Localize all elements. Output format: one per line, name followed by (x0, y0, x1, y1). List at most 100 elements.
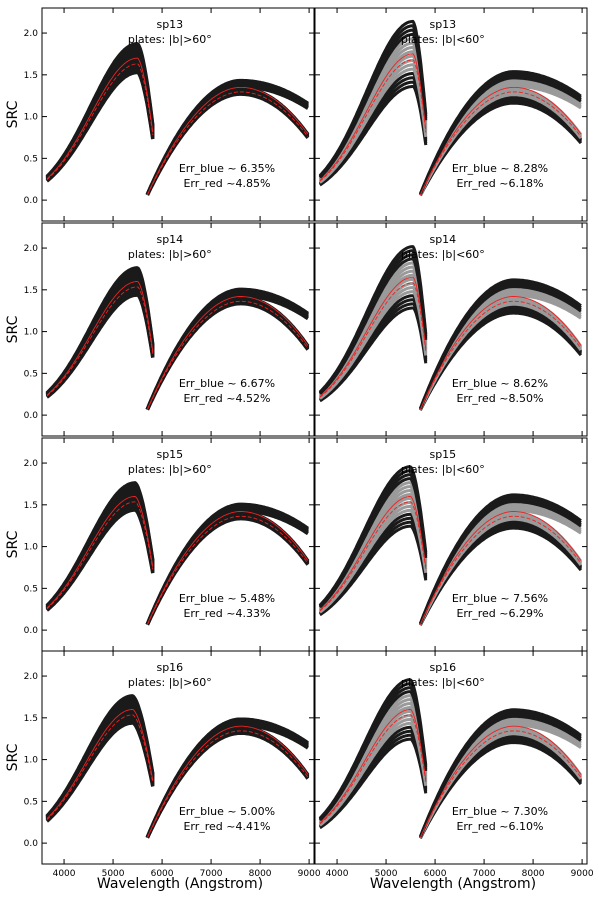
red-curve (418, 278, 582, 410)
fit-curve-red (419, 511, 582, 625)
panel-sp14-high-b: 0.0 0.5 1.0 1.5 2.0 sp14 plates: |b|>60° Err_bl… (5, 222, 315, 437)
fit-curve-red (419, 725, 582, 838)
red-curve (418, 493, 582, 625)
panel-frame (314, 650, 588, 865)
fit-curve-blue (46, 286, 154, 397)
panel-subtitle: plates: |b|<60° (401, 463, 485, 476)
y-tick-label: 0.0 (24, 839, 39, 849)
panel-subtitle: plates: |b|>60° (128, 463, 212, 476)
fit-curve-red (146, 730, 309, 838)
y-axis-label: SRC (5, 100, 21, 128)
fit-curve-blue (319, 53, 427, 181)
err-blue-label: Err_blue ~ 5.48% (179, 592, 275, 605)
red-curve (419, 70, 582, 195)
panel-title: sp15 (156, 448, 183, 461)
fit-curve-red (146, 515, 309, 625)
err-red-label: Err_red ~4.33% (183, 607, 270, 620)
fit-curve-blue (46, 496, 154, 609)
curve-bundle (45, 694, 310, 839)
blue-curve (45, 42, 155, 178)
panels-layer: 0.0 0.5 1.0 1.5 2.0 sp13 plates: |b|>60° Err_bl… (5, 7, 594, 879)
y-tick-label: 2.0 (24, 29, 39, 39)
fit-curve-red (146, 91, 309, 196)
blue-curve (45, 266, 155, 395)
y-tick-label: 0.0 (24, 196, 39, 206)
x-tick-label: 9000 (298, 869, 321, 879)
panel-frame (41, 222, 315, 437)
y-tick-label: 1.0 (24, 328, 39, 338)
err-blue-label: Err_blue ~ 7.56% (452, 592, 548, 605)
curve-bundle (318, 245, 583, 411)
curve-bundle (45, 42, 310, 196)
fit-curve-blue (46, 714, 154, 821)
err-red-label: Err_red ~6.29% (456, 607, 543, 620)
panel-frame (41, 7, 315, 222)
panel-frame (314, 7, 588, 222)
blue-curve (318, 19, 428, 177)
red-curve (145, 287, 309, 410)
panel-subtitle: plates: |b|<60° (401, 676, 485, 689)
curve-bundle (318, 19, 583, 197)
fit-curve-red (146, 86, 309, 195)
fit-curve-red (146, 511, 309, 625)
red-curve (145, 502, 309, 625)
err-red-label: Err_red ~8.50% (456, 392, 543, 405)
panel-title: sp15 (429, 448, 456, 461)
blue-curve (45, 694, 155, 818)
fit-curve-red (419, 730, 582, 838)
panel-title: sp14 (156, 233, 183, 246)
y-tick-label: 1.0 (24, 113, 39, 123)
err-red-label: Err_red ~4.52% (183, 392, 270, 405)
y-tick-label: 1.5 (24, 286, 38, 296)
panel-subtitle: plates: |b|<60° (401, 248, 485, 261)
err-blue-label: Err_blue ~ 6.35% (179, 162, 275, 175)
err-blue-label: Err_blue ~ 8.28% (452, 162, 548, 175)
blue-curve (318, 245, 428, 394)
y-tick-label: 0.5 (24, 797, 38, 807)
y-tick-label: 1.5 (24, 501, 38, 511)
fit-curve-red (419, 515, 582, 625)
panel-sp15-low-b: sp15 plates: |b|<60° Err_blue ~ 7.56% Err_r… (314, 437, 588, 652)
y-tick-label: 0.5 (24, 369, 38, 379)
x-tick-label: 4000 (53, 869, 76, 879)
y-tick-label: 0.0 (24, 626, 39, 636)
y-axis-label: SRC (5, 743, 21, 771)
panel-sp15-high-b: 0.0 0.5 1.0 1.5 2.0 sp15 plates: |b|>60° Err_bl… (5, 437, 315, 652)
x-tick-label: 6000 (151, 869, 174, 879)
y-tick-label: 1.5 (24, 71, 38, 81)
panel-title: sp16 (429, 661, 456, 674)
blue-curve (45, 481, 155, 607)
panel-subtitle: plates: |b|>60° (128, 33, 212, 46)
curve-bundle (45, 481, 310, 626)
curve-bundle (318, 465, 583, 626)
curve-bundle (45, 266, 310, 411)
fit-curve-red (146, 296, 309, 410)
x-tick-label: 5000 (375, 869, 398, 879)
y-tick-label: 2.0 (24, 672, 39, 682)
y-tick-label: 1.0 (24, 756, 39, 766)
fit-curve-red (146, 725, 309, 838)
y-tick-label: 0.0 (24, 411, 39, 421)
fit-curve-blue (46, 501, 154, 610)
panel-sp16-high-b: 0.0 0.5 1.0 1.5 2.0 4000 5000 6000 7000 8000 9000 s… (5, 650, 321, 879)
curve-bundle (318, 678, 583, 839)
panel-title: sp16 (156, 661, 183, 674)
x-tick-label: 7000 (473, 869, 496, 879)
x-tick-label: 4000 (326, 869, 349, 879)
panel-sp13-high-b: 0.0 0.5 1.0 1.5 2.0 sp13 plates: |b|>60° Err_bl… (5, 7, 315, 222)
y-tick-label: 0.5 (24, 154, 38, 164)
fit-curve-blue (319, 496, 427, 611)
x-axis-label-right: Wavelength (Angstrom) (370, 876, 536, 892)
x-tick-label: 5000 (102, 869, 125, 879)
panel-subtitle: plates: |b|<60° (401, 33, 485, 46)
blue-curve (318, 678, 428, 820)
fit-curve-blue (319, 59, 427, 182)
fit-curve-blue (319, 282, 427, 398)
err-red-label: Err_red ~4.41% (183, 820, 270, 833)
fit-curve-red (419, 86, 582, 195)
blue-curve (318, 465, 428, 607)
x-axis-label-left: Wavelength (Angstrom) (97, 876, 263, 892)
x-tick-label: 9000 (571, 869, 594, 879)
y-axis-label: SRC (5, 530, 21, 558)
panel-sp14-low-b: sp14 plates: |b|<60° Err_blue ~ 8.62% Err_r… (314, 222, 588, 437)
